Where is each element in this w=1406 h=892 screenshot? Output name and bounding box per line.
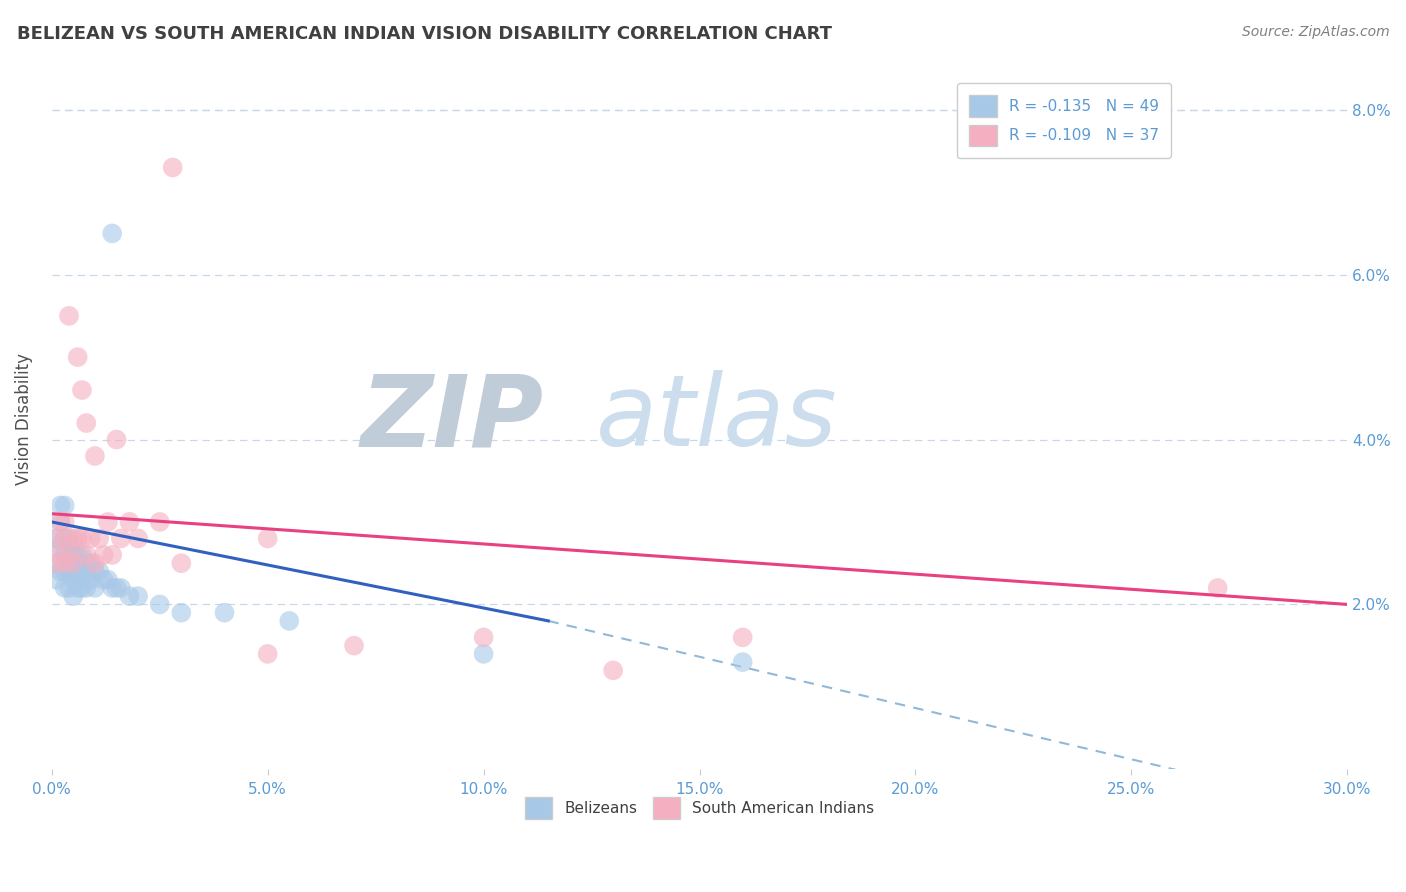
Point xyxy=(93,573,115,587)
Point xyxy=(84,581,107,595)
Point xyxy=(53,532,76,546)
Point xyxy=(53,532,76,546)
Point xyxy=(45,556,67,570)
Text: Source: ZipAtlas.com: Source: ZipAtlas.com xyxy=(1241,25,1389,39)
Point xyxy=(162,161,184,175)
Point xyxy=(1206,581,1229,595)
Point xyxy=(62,565,84,579)
Y-axis label: Vision Disability: Vision Disability xyxy=(15,353,32,485)
Point xyxy=(58,581,80,595)
Point xyxy=(53,565,76,579)
Point xyxy=(93,548,115,562)
Point xyxy=(84,565,107,579)
Point xyxy=(256,647,278,661)
Point xyxy=(75,581,97,595)
Point xyxy=(58,309,80,323)
Point xyxy=(75,565,97,579)
Point xyxy=(62,573,84,587)
Point xyxy=(75,416,97,430)
Point xyxy=(149,598,172,612)
Point xyxy=(45,532,67,546)
Text: atlas: atlas xyxy=(596,370,838,467)
Point xyxy=(278,614,301,628)
Point xyxy=(731,655,754,669)
Point xyxy=(66,573,89,587)
Point xyxy=(66,532,89,546)
Point xyxy=(53,556,76,570)
Point xyxy=(53,515,76,529)
Point xyxy=(66,548,89,562)
Point xyxy=(58,565,80,579)
Point xyxy=(62,548,84,562)
Point xyxy=(118,589,141,603)
Point xyxy=(49,548,72,562)
Point xyxy=(472,631,495,645)
Point xyxy=(70,532,93,546)
Point xyxy=(84,556,107,570)
Point xyxy=(105,581,128,595)
Point xyxy=(127,589,149,603)
Point xyxy=(62,556,84,570)
Point xyxy=(70,565,93,579)
Point xyxy=(105,433,128,447)
Point xyxy=(343,639,366,653)
Point xyxy=(53,499,76,513)
Point xyxy=(731,631,754,645)
Text: BELIZEAN VS SOUTH AMERICAN INDIAN VISION DISABILITY CORRELATION CHART: BELIZEAN VS SOUTH AMERICAN INDIAN VISION… xyxy=(17,25,832,43)
Point xyxy=(84,449,107,463)
Point xyxy=(58,548,80,562)
Point xyxy=(45,573,67,587)
Legend: Belizeans, South American Indians: Belizeans, South American Indians xyxy=(519,791,880,825)
Point xyxy=(62,532,84,546)
Point xyxy=(101,581,124,595)
Point xyxy=(53,581,76,595)
Point xyxy=(97,573,120,587)
Point xyxy=(89,565,111,579)
Point xyxy=(79,556,101,570)
Point xyxy=(62,589,84,603)
Point xyxy=(602,664,624,678)
Point xyxy=(97,515,120,529)
Point xyxy=(118,515,141,529)
Point xyxy=(149,515,172,529)
Point xyxy=(110,532,132,546)
Point xyxy=(70,581,93,595)
Point xyxy=(256,532,278,546)
Point xyxy=(79,573,101,587)
Point xyxy=(75,548,97,562)
Point xyxy=(70,548,93,562)
Point xyxy=(89,532,111,546)
Point xyxy=(214,606,236,620)
Point xyxy=(170,556,193,570)
Point xyxy=(66,556,89,570)
Point xyxy=(79,532,101,546)
Point xyxy=(49,499,72,513)
Point xyxy=(472,647,495,661)
Point xyxy=(58,532,80,546)
Point xyxy=(62,540,84,554)
Point xyxy=(127,532,149,546)
Point xyxy=(66,350,89,364)
Point xyxy=(75,556,97,570)
Point xyxy=(45,556,67,570)
Point xyxy=(70,383,93,397)
Point xyxy=(101,548,124,562)
Point xyxy=(66,581,89,595)
Point xyxy=(170,606,193,620)
Point xyxy=(58,548,80,562)
Point xyxy=(101,227,124,241)
Point xyxy=(110,581,132,595)
Point xyxy=(49,540,72,554)
Text: ZIP: ZIP xyxy=(361,370,544,467)
Point xyxy=(53,548,76,562)
Point xyxy=(45,532,67,546)
Point xyxy=(49,515,72,529)
Point xyxy=(49,515,72,529)
Point xyxy=(49,565,72,579)
